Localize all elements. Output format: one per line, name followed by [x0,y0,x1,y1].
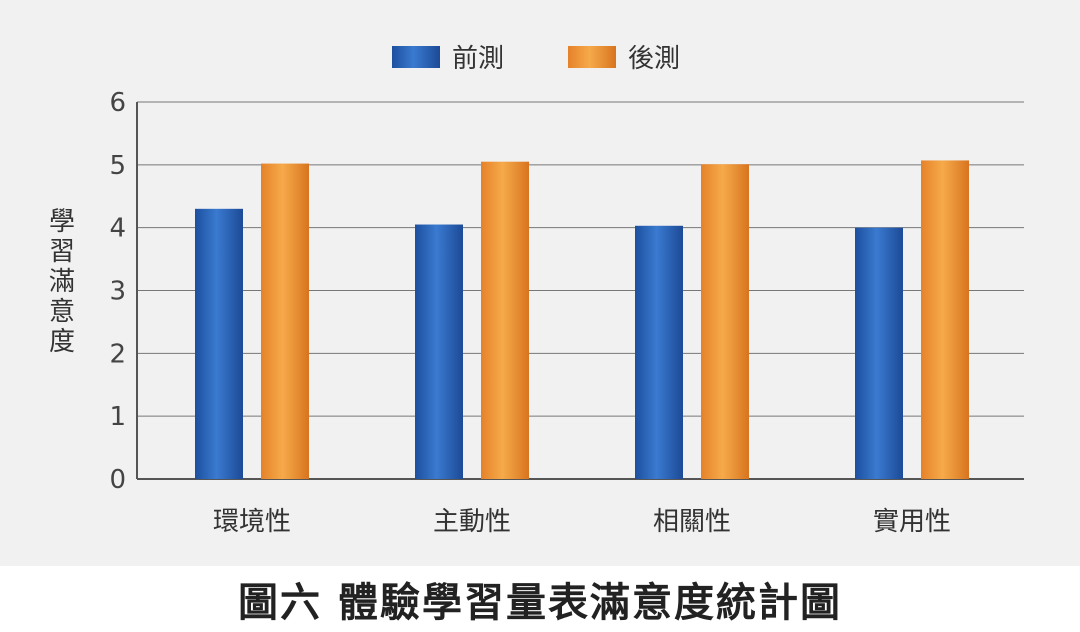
y-tick-label: 0 [109,465,126,495]
y-tick-label: 2 [109,339,126,369]
bar-pretest [415,224,463,479]
legend-swatch [568,46,616,68]
legend-swatch [392,46,440,68]
y-tick-label: 3 [109,277,126,307]
legend: 前測 後測 [392,44,680,74]
y-axis-label: 學習滿意度 [49,207,75,357]
category-label: 環境性 [213,507,291,537]
bar-posttest [481,161,529,480]
bar-posttest [261,163,309,479]
category-label: 相關性 [653,507,731,537]
figure-caption: 圖六 體驗學習量表滿意度統計圖 [238,580,842,626]
legend-label: 後測 [628,44,680,74]
y-tick-label: 4 [109,214,126,244]
bar-posttest [701,164,749,479]
bar-posttest [921,160,969,479]
y-tick-labels: 0 1 2 3 4 5 6 [109,88,126,495]
y-tick-label: 6 [109,88,126,118]
bar-chart: 0 1 2 3 4 5 6 環境性 主動性 相關性 實用性 前測 後測 學習滿意度 [49,44,1024,537]
bar-pretest [855,227,903,479]
category-label: 實用性 [873,507,951,537]
category-labels: 環境性 主動性 相關性 實用性 [213,507,951,537]
bar-pretest [635,225,683,479]
y-tick-label: 5 [109,151,126,181]
bar-pretest [195,208,243,480]
category-label: 主動性 [433,507,511,537]
legend-label: 前測 [452,44,504,74]
y-tick-label: 1 [109,402,126,432]
chart-panel: 0 1 2 3 4 5 6 環境性 主動性 相關性 實用性 前測 後測 學習滿意度 [0,0,1080,566]
bars [195,160,969,480]
